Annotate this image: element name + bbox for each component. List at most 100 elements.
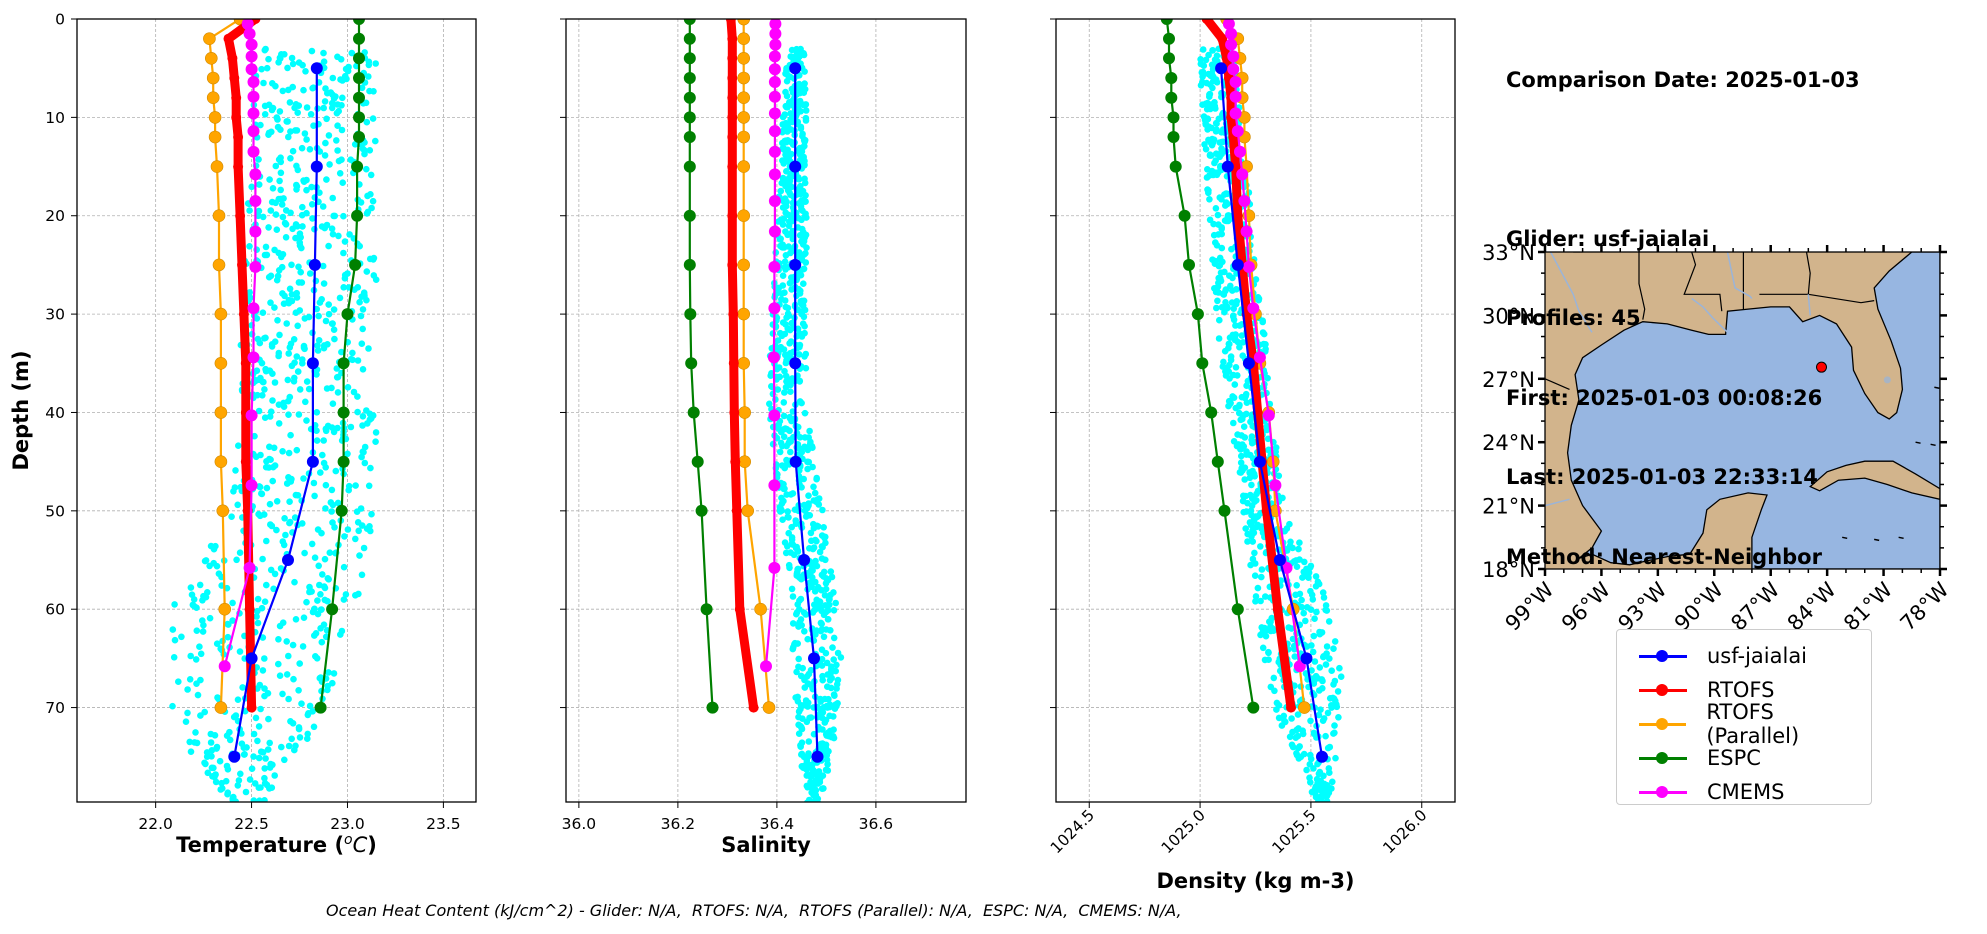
glider-scatter-point xyxy=(1307,717,1314,725)
glider-scatter-point xyxy=(1325,618,1333,625)
series-point-rtofs xyxy=(240,456,251,467)
glider-scatter-point xyxy=(232,712,240,719)
glider-scatter-point xyxy=(275,660,282,668)
glider-scatter-point xyxy=(257,802,264,809)
glider-scatter-point xyxy=(200,621,207,629)
state-border xyxy=(1638,252,1646,320)
glider-scatter-point xyxy=(217,786,224,793)
glider-scatter-point xyxy=(309,708,317,715)
legend-swatch-glider xyxy=(1639,650,1687,662)
glider-scatter-point xyxy=(212,771,219,778)
glider-scatter-point xyxy=(797,123,805,131)
glider-scatter-point xyxy=(1270,674,1278,682)
series-point-rtofs_parallel xyxy=(737,258,751,272)
glider-scatter-point xyxy=(786,218,793,226)
glider-scatter-point xyxy=(320,58,328,65)
series-point-rtofs xyxy=(728,358,739,369)
glider-scatter-point xyxy=(265,273,273,281)
y-tick-label: 60 xyxy=(45,601,65,619)
glider-scatter-point xyxy=(1307,779,1314,786)
glider-scatter-point xyxy=(329,91,336,98)
glider-scatter-point xyxy=(284,376,292,384)
series-point-rtofs xyxy=(727,92,738,103)
glider-scatter-point xyxy=(772,396,779,403)
legend: usf-jaialai RTOFS RTOFS (Parallel) ESPC … xyxy=(1616,629,1872,805)
glider-scatter-point xyxy=(236,549,244,556)
series-point-cmems xyxy=(249,225,262,238)
glider-scatter-point xyxy=(320,621,328,628)
series-point-glider xyxy=(245,652,258,665)
glider-scatter-point xyxy=(278,743,285,751)
glider-scatter-point xyxy=(1204,99,1211,107)
series-point-cmems xyxy=(769,38,782,51)
y-tick-label: 10 xyxy=(45,109,65,127)
series-point-glider xyxy=(282,554,294,566)
glider-scatter-point xyxy=(322,425,330,433)
glider-scatter-point xyxy=(359,366,367,373)
glider-scatter-point xyxy=(1296,539,1303,546)
glider-scatter-point xyxy=(1318,676,1326,683)
series-point-rtofs xyxy=(729,407,740,418)
glider-scatter-point xyxy=(338,348,345,356)
series-point-espc xyxy=(341,308,354,321)
glider-scatter-point xyxy=(279,87,287,95)
series-point-cmems xyxy=(1240,225,1253,238)
glider-scatter-point xyxy=(820,785,827,792)
glider-scatter-point xyxy=(261,797,268,802)
glider-scatter-point xyxy=(1210,220,1217,228)
glider-scatter-point xyxy=(263,251,271,259)
glider-scatter-point xyxy=(1236,401,1243,409)
glider-scatter-point xyxy=(207,739,215,746)
x-tick-label: 1025.0 xyxy=(1158,806,1209,857)
series-point-glider xyxy=(789,258,802,271)
glider-scatter-point xyxy=(786,413,793,421)
glider-scatter-point xyxy=(338,126,346,134)
glider-scatter-point xyxy=(315,562,323,570)
series-point-rtofs_parallel xyxy=(214,307,228,321)
series-point-rtofs_parallel xyxy=(203,32,216,46)
glider-scatter-point xyxy=(318,638,326,646)
glider-scatter-point xyxy=(322,85,329,92)
glider-scatter-point xyxy=(264,746,272,753)
glider-scatter-point xyxy=(1223,190,1231,198)
glider-scatter-point xyxy=(314,610,322,618)
glider-scatter-point xyxy=(1319,801,1322,802)
glider-scatter-point xyxy=(296,242,304,249)
glider-scatter-point xyxy=(799,241,807,248)
glider-scatter-point xyxy=(307,111,315,118)
glider-scatter-point xyxy=(283,671,291,678)
series-point-rtofs_parallel xyxy=(208,111,222,124)
series-point-cmems xyxy=(245,38,258,51)
series-point-glider xyxy=(789,62,802,75)
glider-scatter-point xyxy=(288,54,296,62)
glider-scatter-point xyxy=(193,627,201,634)
glider-scatter-point xyxy=(1332,697,1339,705)
glider-scatter-point xyxy=(774,386,782,393)
glider-scatter-point xyxy=(187,748,195,755)
glider-scatter-point xyxy=(330,670,338,677)
glider-scatter-point xyxy=(1296,590,1304,598)
glider-scatter-point xyxy=(1326,655,1333,662)
series-point-espc xyxy=(337,406,350,419)
river xyxy=(1549,252,1593,333)
glider-scatter-point xyxy=(1259,644,1267,652)
glider-scatter-point xyxy=(800,136,808,144)
glider-scatter-point xyxy=(182,718,190,725)
series-point-glider xyxy=(1215,62,1228,75)
glider-scatter-point xyxy=(310,122,317,129)
glider-scatter-point xyxy=(1326,743,1334,751)
glider-scatter-point xyxy=(261,598,269,605)
series-point-espc xyxy=(1160,19,1173,25)
series-point-rtofs_parallel xyxy=(737,51,751,65)
glider-scatter-point xyxy=(237,770,244,778)
series-point-cmems xyxy=(247,125,260,138)
series-point-glider xyxy=(1273,554,1286,566)
legend-swatch-rtofs-parallel xyxy=(1639,718,1687,730)
series-point-rtofs xyxy=(229,73,240,83)
glider-scatter-point xyxy=(348,49,356,57)
glider-scatter-point xyxy=(800,153,807,161)
glider-scatter-point xyxy=(1320,715,1328,722)
series-point-cmems xyxy=(769,19,782,30)
series-point-rtofs xyxy=(223,33,234,44)
glider-scatter-point xyxy=(802,259,810,266)
